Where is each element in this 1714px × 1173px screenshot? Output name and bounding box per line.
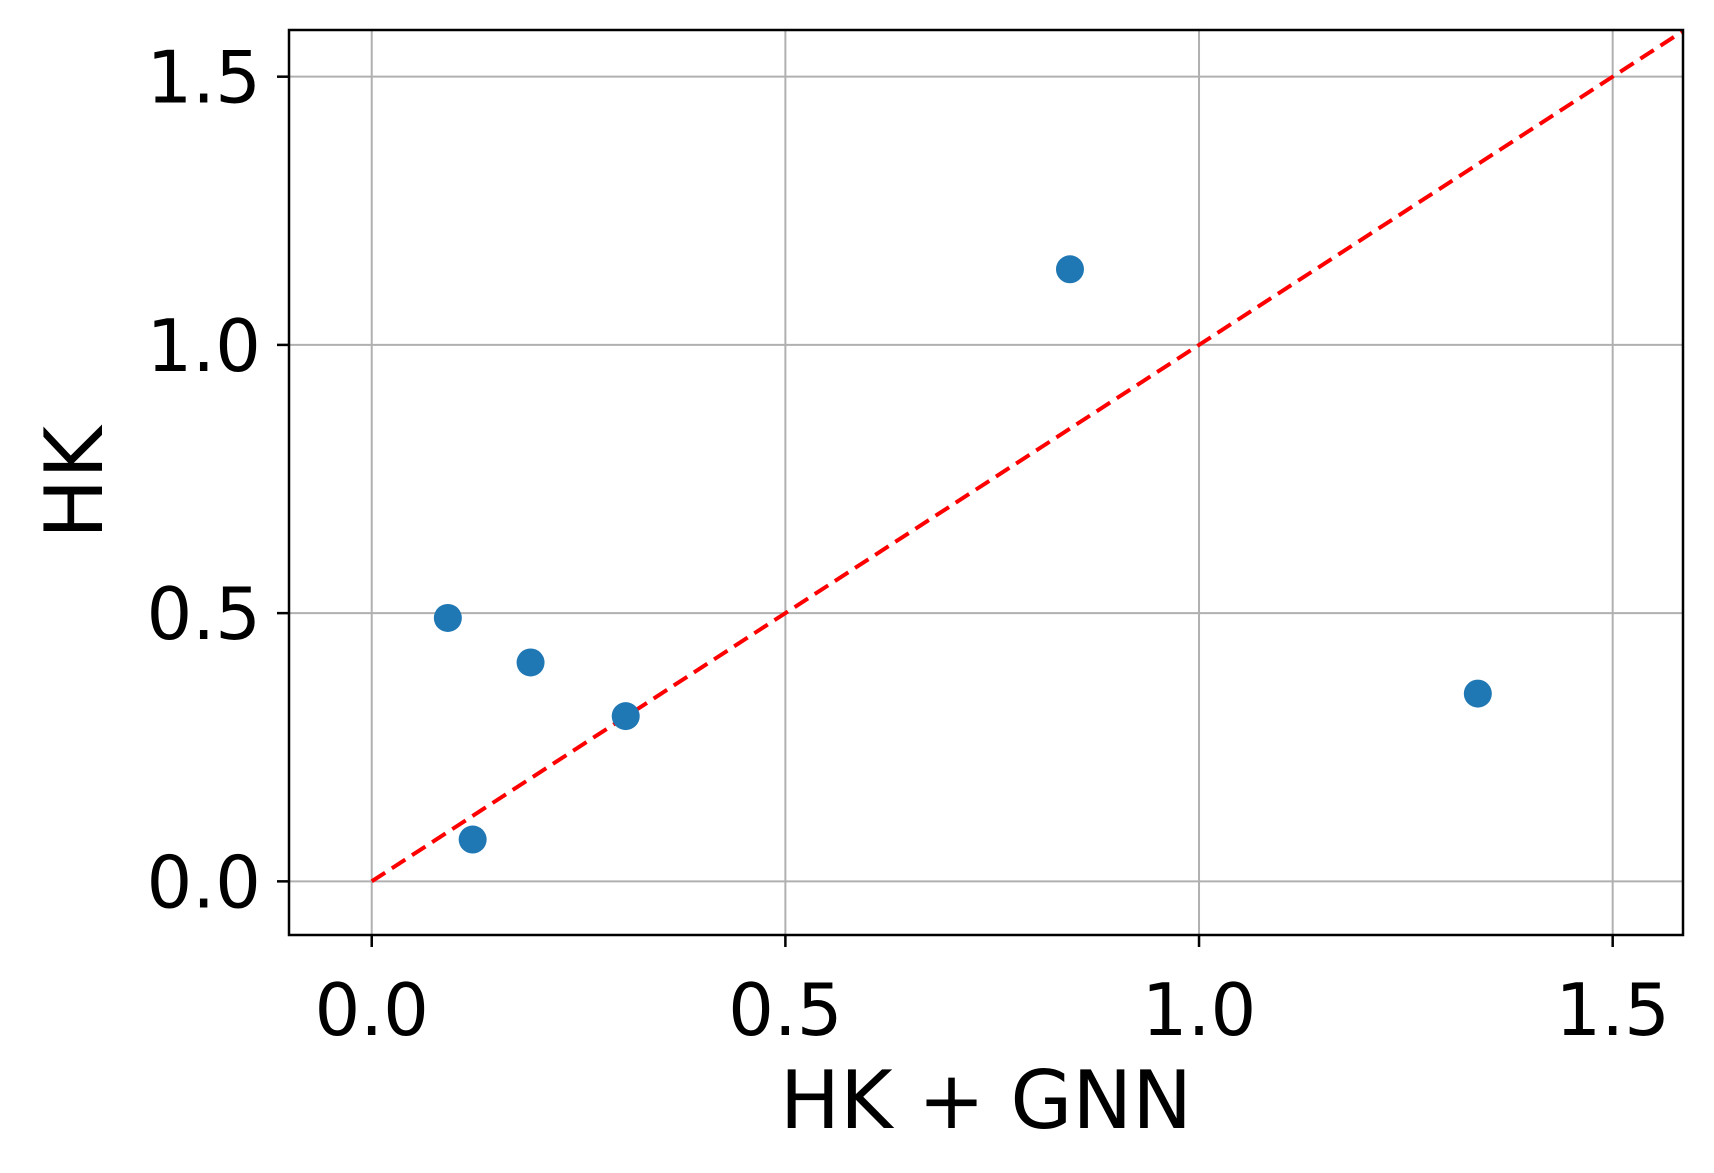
data-point: [458, 825, 487, 854]
axis-ticks: 0.0 0.5 1.0 1.5 0.0 0.5 1.0 1.5: [146, 36, 1669, 1052]
data-points-layer: [433, 255, 1492, 854]
data-point: [1055, 255, 1084, 284]
x-axis-label: HK + GNN: [780, 1054, 1192, 1147]
y-tick-label: 0.0: [146, 840, 261, 924]
data-point: [516, 648, 545, 677]
data-point: [1463, 679, 1492, 708]
grid-lines: [289, 30, 1683, 935]
reference-line-layer: [370, 30, 1683, 884]
y-tick-label: 1.5: [146, 36, 261, 120]
data-point: [611, 702, 640, 731]
plot-frame: [287, 28, 1685, 937]
y-tick-label: 0.5: [146, 572, 261, 656]
reference-line: [370, 30, 1683, 884]
x-tick-label: 0.5: [728, 968, 843, 1052]
y-axis-label: HK: [28, 424, 121, 539]
data-point: [433, 603, 462, 632]
x-tick-label: 0.0: [314, 968, 429, 1052]
y-tick-label: 1.0: [146, 304, 261, 388]
x-tick-label: 1.0: [1142, 968, 1257, 1052]
x-tick-label: 1.5: [1555, 968, 1670, 1052]
